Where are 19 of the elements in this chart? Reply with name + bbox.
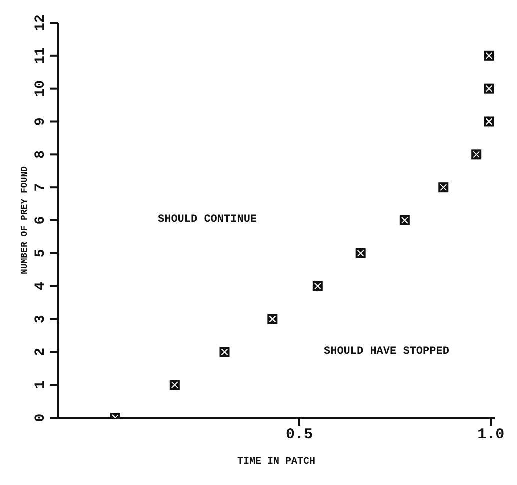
y-tick-label: 8 <box>33 150 49 159</box>
y-tick-label: 7 <box>33 183 49 192</box>
y-tick-label: 11 <box>33 48 49 64</box>
y-tick-label: 5 <box>33 249 49 258</box>
y-tick-label: 10 <box>33 80 49 98</box>
x-axis-title: TIME IN PATCH <box>237 457 316 468</box>
y-tick-label: 6 <box>33 216 49 225</box>
y-tick-label: 4 <box>33 282 49 291</box>
y-tick-label: 0 <box>33 414 49 422</box>
annotation: SHOULD HAVE STOPPED <box>324 346 450 358</box>
y-tick-label: 9 <box>33 118 49 126</box>
x-tick-label: 0.5 <box>286 426 314 444</box>
x-tick-label: 1.0 <box>478 426 505 444</box>
y-tick-label: 3 <box>33 315 49 324</box>
annotation: SHOULD CONTINUE <box>158 214 258 226</box>
y-axis-title: NUMBER OF PREY FOUND <box>20 166 30 275</box>
y-tick-label: 12 <box>33 14 49 32</box>
y-tick-label: 1 <box>33 380 49 390</box>
y-tick-label: 2 <box>33 348 49 356</box>
